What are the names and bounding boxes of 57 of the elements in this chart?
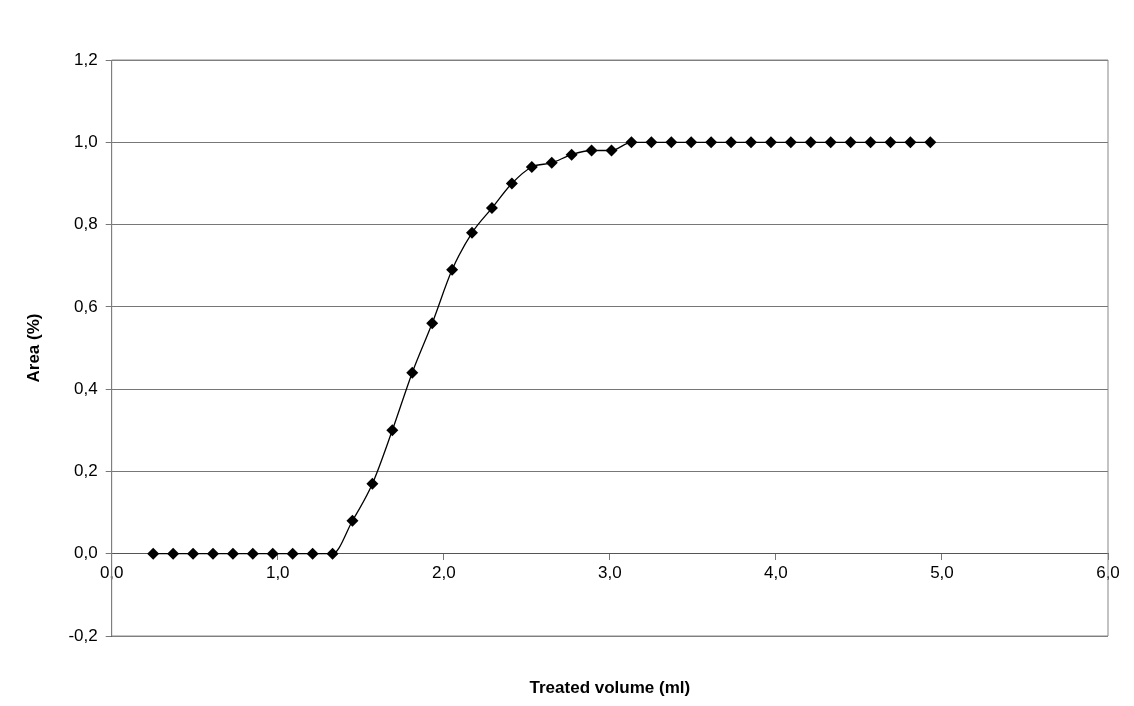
point — [426, 317, 439, 330]
point — [744, 136, 757, 149]
point — [406, 366, 419, 379]
point — [326, 547, 339, 560]
point — [844, 136, 857, 149]
point — [764, 136, 777, 149]
x-tick-label: 3,0 — [598, 562, 622, 582]
point — [525, 160, 538, 173]
point — [466, 226, 479, 239]
point — [864, 136, 877, 149]
point — [545, 156, 558, 169]
y-tick-label: 0,6 — [74, 296, 98, 316]
y-tick-label: 0,4 — [74, 378, 98, 398]
x-tick-label: 5,0 — [930, 562, 954, 582]
x-tick-label: 0,0 — [99, 562, 124, 582]
point — [884, 136, 897, 149]
point — [725, 136, 738, 149]
point — [147, 547, 160, 560]
y-tick-label: 1,2 — [74, 49, 98, 69]
point — [824, 136, 837, 149]
point — [804, 136, 817, 149]
point — [505, 177, 518, 190]
x-tick-label: 2,0 — [431, 562, 456, 582]
point — [246, 547, 259, 560]
x-axis-title: Treated volume (ml) — [529, 677, 691, 697]
point — [167, 547, 180, 560]
point — [366, 477, 379, 490]
point — [386, 424, 399, 437]
y-axis-title: Area (%) — [23, 313, 43, 383]
point — [605, 144, 618, 157]
point — [286, 547, 299, 560]
point — [565, 148, 578, 161]
point — [446, 263, 459, 276]
point — [665, 136, 678, 149]
point — [226, 547, 239, 560]
y-tick-label: -0,2 — [68, 625, 98, 645]
point — [784, 136, 797, 149]
point — [187, 547, 200, 560]
y-tick-label: 1,0 — [74, 131, 98, 151]
x-tick-label: 1,0 — [265, 562, 290, 582]
point — [346, 514, 359, 527]
y-tick-label: 0,0 — [74, 543, 98, 563]
point — [266, 547, 279, 560]
point — [206, 547, 219, 560]
point — [924, 136, 937, 149]
y-tick-label: 0,2 — [74, 461, 98, 481]
point — [904, 136, 917, 149]
point — [485, 202, 498, 215]
x-tick-label: 6,0 — [1096, 562, 1120, 582]
point — [645, 136, 658, 149]
point — [306, 547, 319, 560]
point — [585, 144, 598, 157]
point — [705, 136, 718, 149]
point — [685, 136, 698, 149]
point — [625, 136, 638, 149]
x-tick-label: 4,0 — [764, 562, 788, 582]
y-tick-label: 0,8 — [74, 214, 98, 234]
